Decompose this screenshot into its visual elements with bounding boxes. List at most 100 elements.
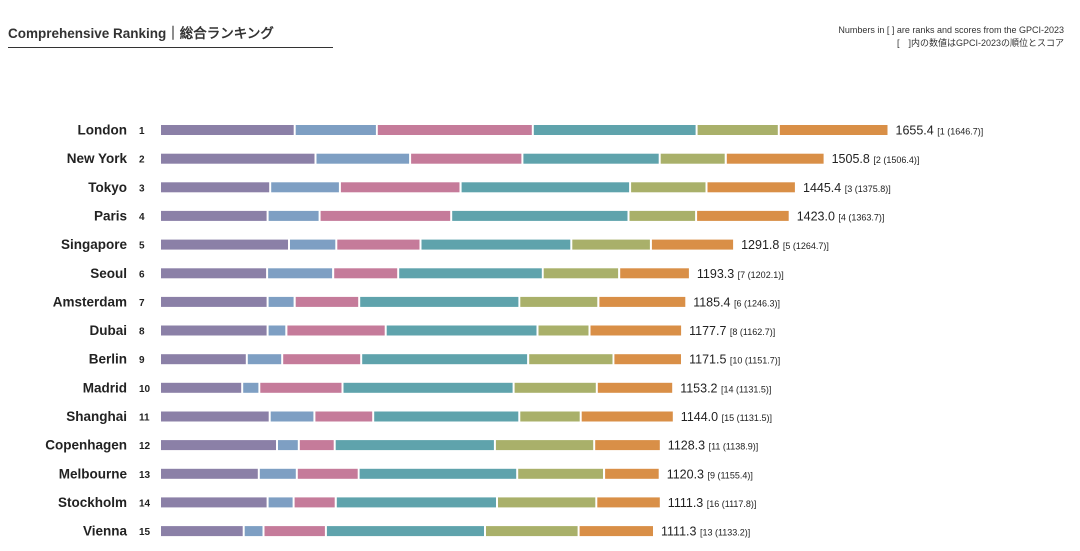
bar-segment-accessibility [590, 325, 682, 336]
score-label: 1153.2 [14 (1131.5)] [680, 381, 771, 395]
city-label: London [78, 123, 127, 138]
bar-segment-research [278, 440, 298, 451]
rank-label: 9 [139, 355, 145, 366]
bar-segment-research [295, 125, 376, 135]
bar-segment-environment [520, 411, 580, 422]
bar-segment-livability [386, 325, 537, 336]
bar-segment-accessibility [597, 382, 673, 393]
bar-segment-research [290, 239, 336, 250]
bar-segment-environment [514, 382, 596, 393]
score-label: 1144.0 [15 (1131.5)] [681, 410, 772, 424]
score-label: 1177.7 [8 (1162.7)] [689, 324, 775, 338]
previous-rank-score: [14 (1131.5)] [721, 384, 771, 394]
bar-segment-accessibility [707, 182, 795, 193]
bar-segment-accessibility [620, 268, 689, 279]
bar-segment-livability [360, 296, 519, 307]
score-label: 1423.0 [4 (1363.7)] [797, 209, 885, 223]
bar-segment-accessibility [599, 296, 686, 307]
city-label: Stockholm [58, 495, 127, 510]
previous-rank-score: [9 (1155.4)] [707, 470, 752, 480]
bar-segment-economy [161, 468, 258, 479]
bar-segment-research [268, 325, 286, 336]
total-score: 1144.0 [681, 410, 722, 424]
bar-segment-cultural [340, 182, 460, 193]
bar-segment-livability [421, 239, 571, 250]
bar-segment-environment [520, 296, 598, 307]
bar-segment-cultural [294, 497, 335, 508]
city-label: Copenhagen [45, 438, 127, 453]
total-score: 1120.3 [667, 467, 708, 481]
previous-rank-score: [7 (1202.1)] [738, 270, 784, 280]
bar-segment-research [268, 210, 319, 221]
city-label: Dubai [89, 323, 127, 338]
bar-segment-economy [161, 153, 315, 164]
total-score: 1111.3 [661, 525, 700, 539]
rank-label: 1 [139, 126, 145, 137]
source-note-english: Numbers in [ ] are ranks and scores from… [838, 25, 1064, 35]
bar-segment-environment [529, 354, 613, 365]
bar-segment-economy [161, 210, 267, 221]
total-score: 1153.2 [680, 381, 721, 395]
bar-segment-environment [629, 210, 696, 221]
rank-label: 14 [139, 498, 151, 509]
rank-label: 6 [139, 269, 145, 280]
bar-segment-accessibility [605, 468, 659, 479]
bar-segment-cultural [287, 325, 385, 336]
score-label: 1120.3 [9 (1155.4)] [667, 467, 753, 481]
bar-segment-research [247, 354, 282, 365]
bar-segment-accessibility [579, 526, 653, 537]
previous-rank-score: [15 (1131.5)] [722, 413, 772, 423]
city-label: Paris [94, 208, 127, 223]
city-label: Seoul [90, 266, 127, 281]
city-label: Shanghai [66, 409, 127, 424]
bar-segment-cultural [315, 411, 373, 422]
rank-label: 3 [139, 183, 145, 194]
city-label: New York [67, 151, 128, 166]
city-label: Madrid [83, 380, 127, 395]
bar-segment-cultural [295, 296, 359, 307]
total-score: 1505.8 [832, 152, 874, 166]
previous-rank-score: [5 (1264.7)] [783, 241, 829, 251]
bar-segment-livability [335, 440, 494, 451]
bar-segment-environment [572, 239, 650, 250]
previous-rank-score: [16 (1117.8)] [707, 499, 757, 509]
city-label: Melbourne [59, 466, 128, 481]
previous-rank-score: [3 (1375.8)] [845, 184, 891, 194]
bar-segment-economy [161, 296, 267, 307]
score-label: 1445.4 [3 (1375.8)] [803, 181, 891, 195]
city-label: Amsterdam [53, 294, 127, 309]
bar-segment-livability [343, 382, 513, 393]
bar-segment-cultural [264, 526, 325, 537]
score-label: 1291.8 [5 (1264.7)] [741, 238, 829, 252]
bar-segment-research [268, 497, 293, 508]
rank-label: 12 [139, 441, 151, 452]
total-score: 1193.3 [697, 267, 738, 281]
bar-segment-accessibility [597, 497, 660, 508]
bar-segment-economy [161, 382, 242, 393]
total-score: 1291.8 [741, 238, 783, 252]
score-label: 1193.3 [7 (1202.1)] [697, 267, 784, 281]
bar-segment-research [243, 382, 259, 393]
rank-label: 15 [139, 527, 151, 538]
rank-label: 11 [139, 413, 150, 424]
score-label: 1171.5 [10 (1151.7)] [689, 353, 780, 367]
total-score: 1445.4 [803, 181, 845, 195]
bar-segment-economy [161, 354, 246, 365]
rank-label: 7 [139, 298, 145, 309]
bar-segment-livability [374, 411, 519, 422]
bar-segment-cultural [377, 125, 532, 135]
chart-title: Comprehensive Ranking｜総合ランキング [8, 26, 274, 41]
rank-label: 2 [139, 155, 145, 166]
bar-segment-research [268, 268, 333, 279]
bar-segment-economy [161, 497, 267, 508]
bar-segment-cultural [334, 268, 398, 279]
total-score: 1111.3 [668, 496, 707, 510]
total-score: 1185.4 [693, 295, 734, 309]
bar-segment-accessibility [614, 354, 681, 365]
bar-segment-environment [543, 268, 619, 279]
bar-segment-accessibility [581, 411, 673, 422]
bar-segment-economy [161, 268, 267, 279]
bar-segment-livability [336, 497, 496, 508]
bar-segment-livability [326, 526, 484, 537]
source-note: Numbers in [ ] are ranks and scores from… [838, 24, 1064, 50]
